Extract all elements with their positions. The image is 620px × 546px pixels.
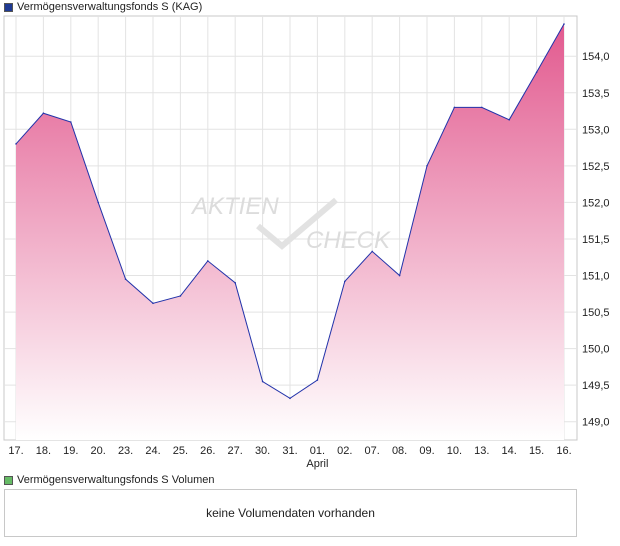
volume-legend-label: Vermögensverwaltungsfonds S Volumen (17, 474, 215, 486)
data-point-10 (289, 397, 291, 400)
data-point-11 (316, 379, 319, 381)
watermark-check-icon (256, 197, 338, 250)
x-tick-label-15: 09. (419, 445, 434, 457)
x-tick-label-17: 13. (474, 445, 489, 457)
data-point-13 (371, 250, 374, 253)
x-tick-label-9: 30. (255, 445, 270, 457)
volume-legend-swatch (4, 475, 13, 485)
y-tick-label-10: 154,0 (582, 51, 610, 63)
x-tick-label-4: 23. (118, 445, 133, 457)
x-tick-label-12: 02. (337, 445, 352, 457)
x-month-label: April (306, 458, 328, 470)
x-tick-label-16: 10. (447, 445, 462, 457)
data-point-0 (15, 143, 17, 145)
y-tick-label-5: 151,5 (582, 234, 610, 246)
y-tick-label-1: 149,5 (582, 380, 610, 392)
watermark-line2: CHECK (306, 227, 391, 254)
x-tick-label-14: 08. (392, 445, 407, 457)
data-point-19 (535, 71, 538, 74)
x-tick-label-6: 25. (173, 445, 188, 457)
price-legend: Vermögensverwaltungsfonds S (KAG) (4, 0, 202, 14)
x-tick-label-20: 16. (556, 445, 571, 457)
x-tick-label-7: 26. (200, 445, 215, 457)
data-point-6 (179, 295, 182, 297)
price-chart: AKTIEN CHECK 17. 18. 19. 20. 23. 24. 25. 26. 27.… (3, 15, 610, 470)
volume-panel: keine Volumendaten vorhanden (4, 489, 577, 537)
watermark-line1: AKTIEN (190, 193, 279, 220)
y-tick-label-7: 152,5 (582, 161, 610, 173)
volume-legend: Vermögensverwaltungsfonds S Volumen (4, 473, 215, 487)
data-point-17 (481, 106, 483, 109)
y-tick-label-9: 153,5 (582, 88, 610, 100)
data-point-3 (97, 201, 99, 204)
y-tick-label-0: 149,0 (582, 417, 610, 429)
x-tick-label-0: 17. (8, 445, 23, 457)
price-legend-label: Vermögensverwaltungsfonds S (KAG) (17, 1, 203, 13)
y-tick-label-4: 151,0 (582, 271, 610, 283)
y-tick-label-2: 150,0 (582, 344, 610, 356)
x-tick-label-8: 27. (228, 445, 243, 457)
data-point-12 (344, 280, 346, 283)
data-point-15 (426, 165, 428, 167)
data-point-7 (207, 260, 209, 262)
y-tick-label-6: 152,0 (582, 197, 610, 209)
y-tick-label-3: 150,5 (582, 307, 610, 319)
x-tick-label-1: 18. (36, 445, 51, 457)
x-tick-label-18: 14. (502, 445, 517, 457)
data-point-20 (563, 23, 565, 25)
data-point-1 (42, 112, 45, 115)
price-legend-swatch (4, 2, 13, 12)
data-point-8 (234, 282, 236, 284)
x-tick-label-2: 19. (63, 445, 78, 457)
x-tick-label-11: 01. (310, 445, 325, 457)
data-point-2 (70, 121, 72, 123)
data-point-5 (152, 302, 154, 305)
data-point-4 (124, 278, 127, 280)
y-tick-label-8: 153,0 (582, 124, 610, 136)
price-area-fill (16, 24, 564, 440)
data-point-18 (508, 119, 511, 121)
watermark: AKTIEN CHECK (190, 193, 391, 254)
data-point-9 (261, 380, 264, 383)
x-tick-label-3: 20. (91, 445, 106, 457)
data-point-16 (453, 106, 456, 109)
x-tick-label-19: 15. (529, 445, 544, 457)
x-tick-label-13: 07. (365, 445, 380, 457)
x-tick-label-10: 31. (282, 445, 297, 457)
x-tick-label-5: 24. (145, 445, 160, 457)
data-point-14 (398, 274, 401, 277)
volume-empty-message: keine Volumendaten vorhanden (206, 506, 375, 520)
